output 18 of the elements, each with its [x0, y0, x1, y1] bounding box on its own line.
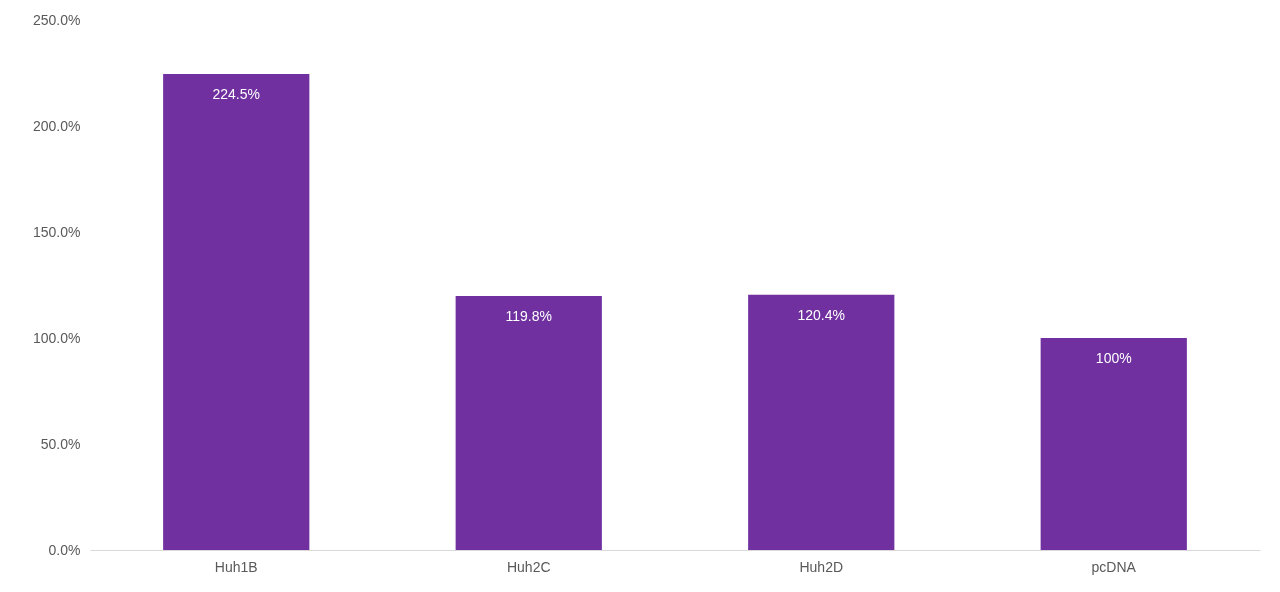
- x-tick-label: Huh2C: [506, 558, 551, 575]
- x-tick-label: Huh2D: [799, 558, 844, 575]
- data-label: 119.8%: [505, 308, 552, 325]
- y-tick-label: 200.0%: [33, 117, 81, 134]
- bar: [748, 294, 895, 550]
- x-tick-label: pcDNA: [1091, 558, 1137, 575]
- data-label: 224.5%: [212, 86, 260, 103]
- bar: [163, 74, 310, 550]
- y-tick-label: 0.0%: [48, 541, 81, 558]
- bar: [1040, 338, 1187, 550]
- y-tick-label: 250.0%: [33, 11, 81, 28]
- data-label: 100%: [1095, 350, 1132, 366]
- y-tick-label: 150.0%: [33, 223, 81, 240]
- y-tick-label: 50.0%: [40, 435, 81, 452]
- bar: [455, 296, 602, 550]
- data-label: 120.4%: [797, 306, 845, 323]
- y-tick-label: 100.0%: [33, 329, 81, 346]
- x-tick-label: Huh1B: [214, 558, 258, 575]
